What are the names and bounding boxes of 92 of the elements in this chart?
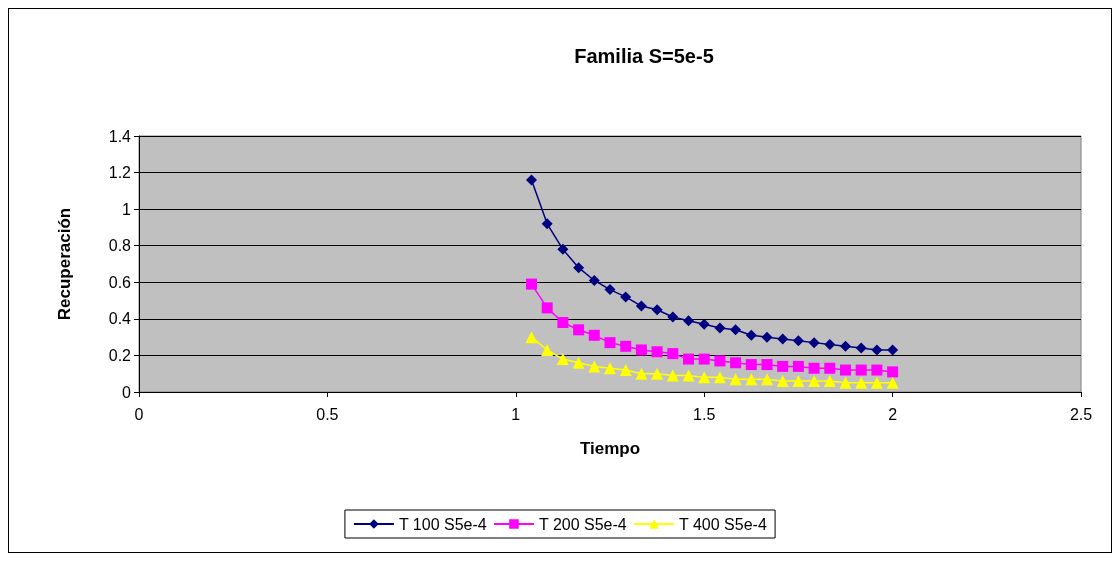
point [713,371,726,384]
x-tick-label: 1.5 [693,405,716,423]
point [635,344,647,356]
point [761,373,774,386]
point [761,331,773,343]
point [682,369,695,382]
point [729,373,742,386]
point [870,376,883,389]
point [526,278,538,290]
point [620,340,632,352]
point [745,359,757,371]
point [824,338,836,350]
point [682,353,694,365]
point [886,376,899,389]
point [730,324,742,336]
point [855,376,868,389]
point [573,262,585,274]
point [840,364,851,376]
point [808,362,820,374]
point [777,333,789,345]
point [541,302,553,314]
x-axis-title: Tiempo [579,439,641,458]
point [855,342,867,354]
point [635,300,647,312]
point [808,375,821,388]
point [588,329,600,341]
point [808,337,820,349]
point [761,359,773,371]
point [698,353,710,365]
y-tick-label: 0.2 [108,346,132,364]
point [839,376,852,389]
point [651,346,663,358]
point [714,322,726,334]
point [666,369,679,382]
point [745,329,757,341]
point [604,337,616,349]
point [792,360,804,372]
y-tick-label: 1.2 [108,164,132,182]
legend-label: T 400 S5e-4 [679,515,767,533]
point [635,367,648,380]
point [855,364,867,376]
point [557,317,569,329]
legend-label: T 100 S5e-4 [398,515,487,533]
point [871,344,883,356]
point [525,331,538,344]
point [556,353,569,366]
point [526,174,538,186]
legend-label: T 200 S5e-4 [538,515,627,533]
point [604,362,616,375]
point [887,366,899,378]
y-tick-label: 0.8 [108,237,132,255]
point [604,284,616,296]
point [698,371,711,384]
point [777,360,789,372]
point [823,375,836,388]
point [541,218,553,230]
point [651,304,663,316]
y-axis-title: Recuperación [55,207,74,321]
x-tick-label: 0.5 [316,405,339,423]
x-tick-label: 1 [511,405,521,423]
point [698,318,710,330]
point [714,355,726,367]
point [667,348,679,360]
chart-title: Familia S=5e-5 [574,45,714,67]
y-tick-label: 1.4 [108,127,132,145]
x-tick-label: 0 [134,405,144,423]
point [871,364,883,376]
point [824,362,836,374]
point [588,274,600,286]
point [651,367,664,380]
point [667,311,679,323]
point [572,356,585,369]
point [730,357,742,369]
point [745,373,758,386]
x-tick-label: 2.5 [1069,405,1093,423]
point [840,340,851,352]
point [682,315,694,327]
point [776,375,789,388]
point [619,364,632,377]
point [573,324,585,336]
point [792,375,805,388]
point [792,335,804,347]
point [588,360,601,373]
y-tick-label: 1 [122,200,132,218]
point [541,343,554,356]
point [887,344,899,356]
point [557,243,569,255]
y-tick-label: 0 [122,383,132,401]
y-tick-label: 0.4 [108,310,132,328]
x-tick-label: 2 [888,405,898,423]
point [620,291,632,303]
y-tick-label: 0.6 [108,273,132,291]
